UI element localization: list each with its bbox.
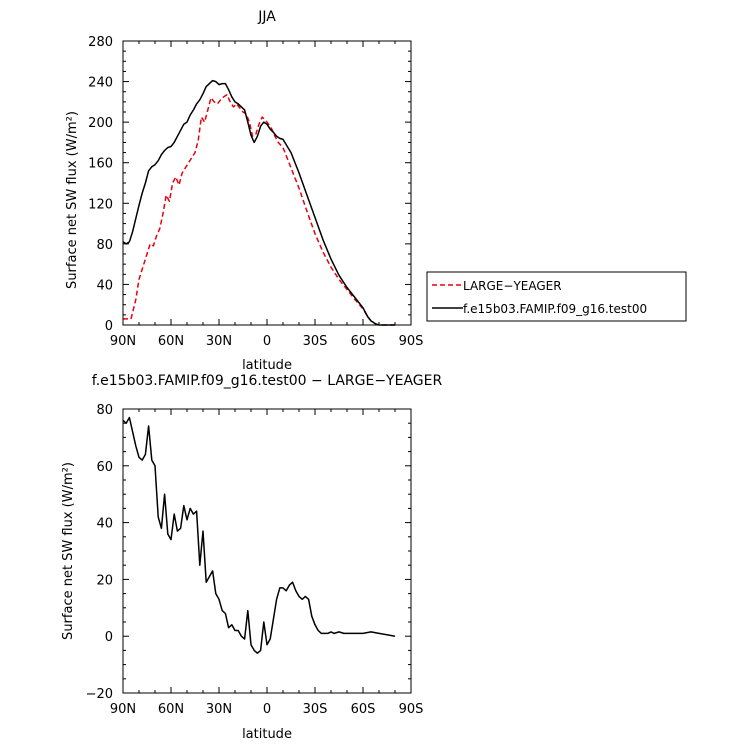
top-x-tick-label: 30N xyxy=(206,334,232,349)
top-x-tick-label: 0 xyxy=(263,334,271,349)
bottom-y-tick-label: 60 xyxy=(96,460,113,475)
bottom-plot-frame xyxy=(122,408,412,694)
top-x-axis-label: latitude xyxy=(242,358,292,373)
top-plot-frame xyxy=(122,40,412,326)
top-x-tick-label: 60N xyxy=(158,334,184,349)
top-chart-title: JJA xyxy=(257,9,276,25)
bottom-y-tick-label: −20 xyxy=(86,687,113,702)
bottom-panel: f.e15b03.FAMIP.f09_g16.test00 − LARGE−YE… xyxy=(61,373,442,742)
top-x-tick-label: 90N xyxy=(110,334,136,349)
top-y-tick-label: 40 xyxy=(96,278,113,293)
top-panel: JJA 90N 60N 30N 0 30S 60S 90S 0 40 80 120 160 200 240… xyxy=(65,9,687,373)
top-plot-area: 90N 60N 30N 0 30S 60S 90S 0 40 80 120 160 200 240 280 xyxy=(88,35,423,349)
bottom-x-tick-label: 60N xyxy=(158,702,184,717)
bottom-x-tick-label: 60S xyxy=(351,702,376,717)
top-y-tick-label: 0 xyxy=(105,319,113,334)
bottom-y-tick-label: 0 xyxy=(105,630,113,645)
bottom-y-tick-label: 80 xyxy=(96,403,113,418)
bottom-x-tick-label: 0 xyxy=(263,702,271,717)
bottom-x-tick-label: 30N xyxy=(206,702,232,717)
bottom-x-tick-label: 30S xyxy=(303,702,328,717)
bottom-series-line-1 xyxy=(122,416,396,654)
bottom-x-axis-label: latitude xyxy=(242,727,292,742)
top-x-tick-label: 60S xyxy=(351,334,376,349)
bottom-x-tick-label: 90S xyxy=(399,702,424,717)
legend-label-model: f.e15b03.FAMIP.f09_g16.test00 xyxy=(463,302,647,316)
top-y-tick-label: 80 xyxy=(96,238,113,253)
bottom-chart-title: f.e15b03.FAMIP.f09_g16.test00 − LARGE−YE… xyxy=(92,373,443,389)
top-x-tick-label: 30S xyxy=(303,334,328,349)
top-x-tick-label: 90S xyxy=(399,334,424,349)
top-y-axis-label: Surface net SW flux (W/m²) xyxy=(65,111,80,289)
legend: LARGE−YEAGER f.e15b03.FAMIP.f09_g16.test… xyxy=(426,271,687,322)
bottom-y-tick-label: 20 xyxy=(96,573,113,588)
top-y-tick-label: 240 xyxy=(88,76,113,91)
top-series-line-1 xyxy=(123,94,395,326)
top-series-line-2 xyxy=(122,79,395,326)
bottom-plot-area: 90N 60N 30N 0 30S 60S 90S −20 0 20 40 60 80 xyxy=(86,403,424,717)
top-y-tick-label: 160 xyxy=(88,157,113,172)
top-y-tick-label: 120 xyxy=(88,197,113,212)
legend-box xyxy=(426,271,687,322)
top-y-tick-label: 280 xyxy=(88,35,113,50)
bottom-y-tick-label: 40 xyxy=(96,517,113,532)
legend-label-large-yeager: LARGE−YEAGER xyxy=(463,279,562,293)
bottom-y-axis-label: Surface net SW flux (W/m²) xyxy=(61,462,76,640)
bottom-x-tick-label: 90N xyxy=(110,702,136,717)
top-y-tick-label: 200 xyxy=(88,116,113,131)
